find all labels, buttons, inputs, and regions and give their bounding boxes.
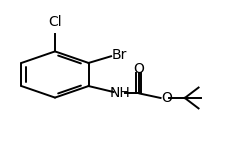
Text: Cl: Cl bbox=[48, 15, 62, 29]
Text: Br: Br bbox=[111, 48, 127, 62]
Text: O: O bbox=[133, 62, 144, 76]
Text: NH: NH bbox=[110, 87, 130, 100]
Text: O: O bbox=[161, 91, 172, 105]
